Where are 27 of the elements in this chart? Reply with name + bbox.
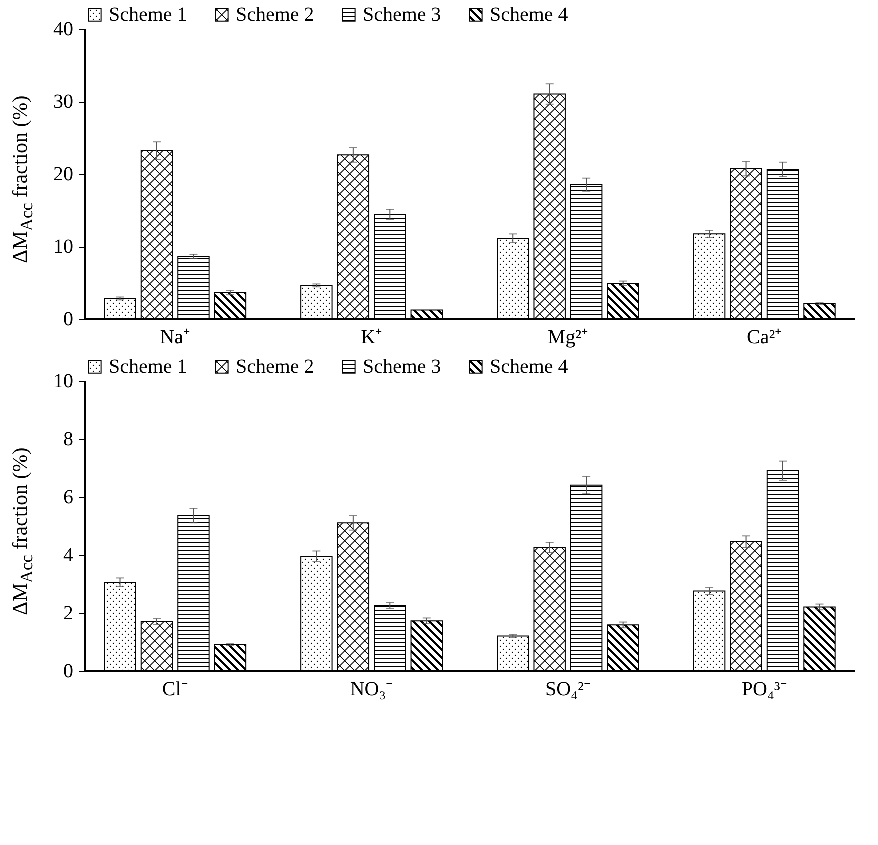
y-tick-label: 6 [64, 486, 74, 508]
y-tick-label: 0 [64, 308, 74, 330]
y-tick-label: 2 [64, 602, 74, 624]
x-tick-label: Cl⁻ [162, 678, 188, 700]
x-tick-label: Mg²⁺ [548, 326, 589, 348]
x-tick-label: K⁺ [361, 326, 383, 348]
legend-label: Scheme 1 [109, 356, 188, 378]
x-tick-label: Na⁺ [160, 326, 191, 348]
y-tick-label: 20 [54, 164, 74, 186]
legend-label: Scheme 1 [109, 4, 188, 26]
x-tick-label: NO₃⁻ [350, 678, 394, 700]
legend-label: Scheme 3 [363, 356, 442, 378]
y-tick-label: 10 [54, 370, 74, 392]
y-tick-label: 40 [54, 18, 74, 40]
legend-label: Scheme 2 [236, 4, 314, 26]
legend-label: Scheme 4 [490, 4, 568, 26]
y-tick-label: 30 [54, 91, 74, 113]
y-tick-label: 0 [64, 660, 74, 682]
legend-label: Scheme 3 [363, 4, 442, 26]
x-tick-label: SO₄²⁻ [545, 678, 591, 700]
y-tick-label: 4 [64, 544, 74, 566]
x-tick-label: Ca²⁺ [747, 326, 782, 348]
y-tick-label: 8 [64, 428, 74, 450]
y-tick-label: 10 [54, 236, 74, 258]
legend-label: Scheme 4 [490, 356, 568, 378]
x-tick-label: PO₄³⁻ [742, 678, 788, 700]
legend-label: Scheme 2 [236, 356, 314, 378]
